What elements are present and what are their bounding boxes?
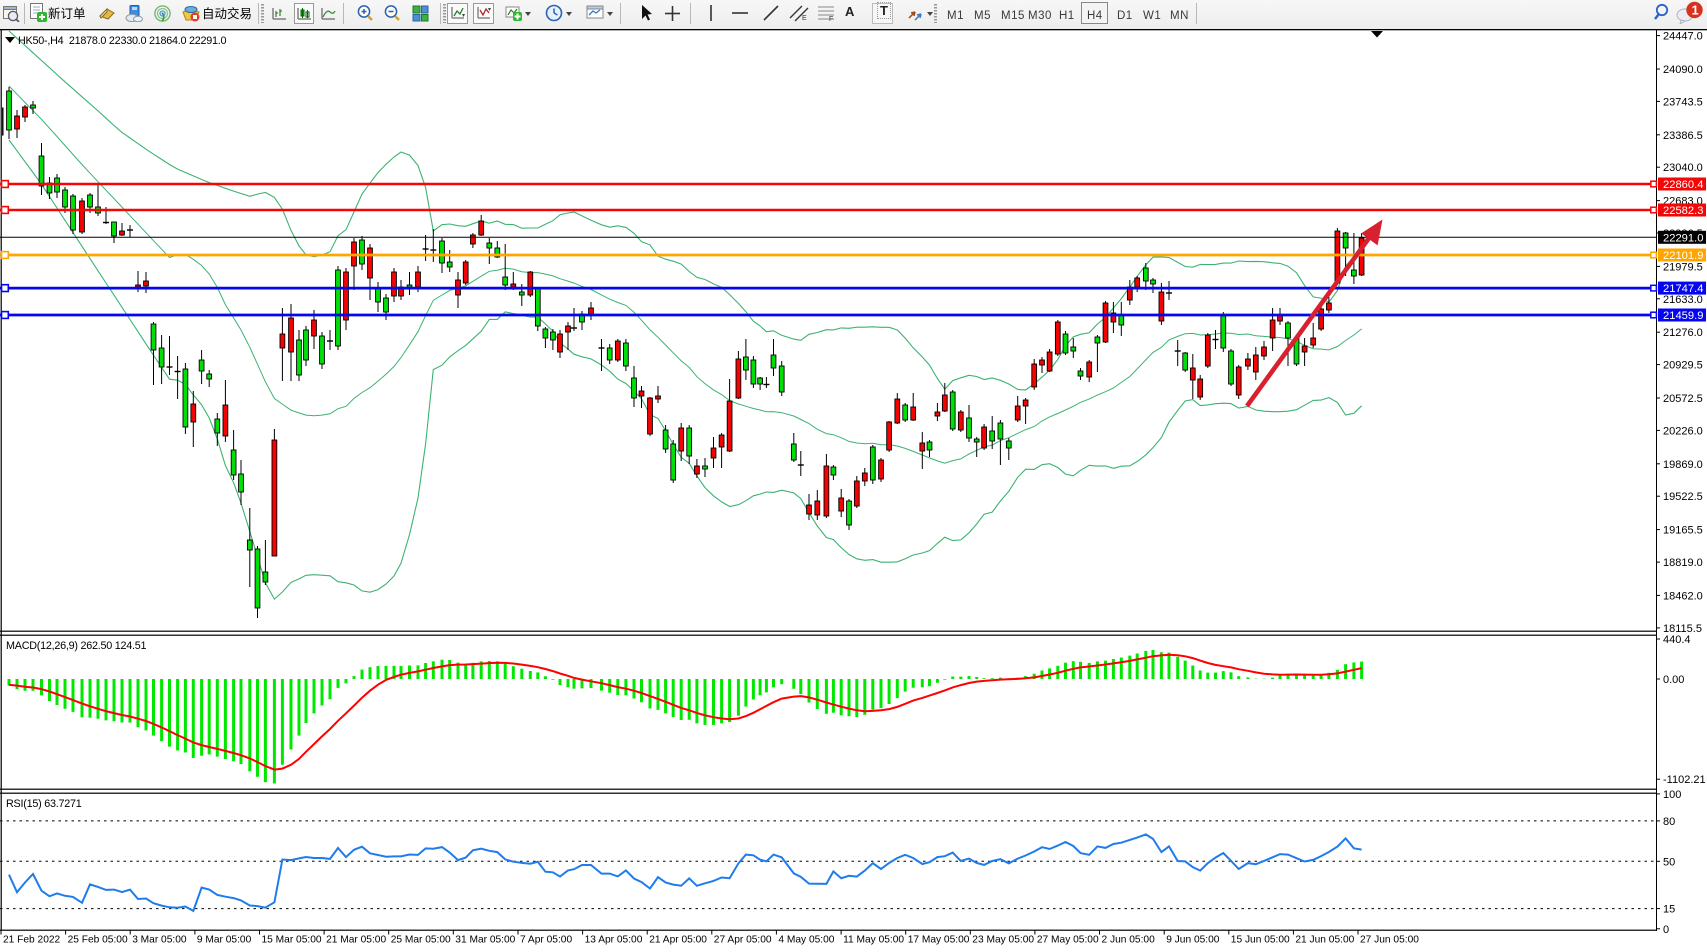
svg-text:27 Apr 05:00: 27 Apr 05:00	[714, 935, 772, 946]
svg-text:21 Mar 05:00: 21 Mar 05:00	[326, 935, 386, 946]
svg-text:21 Feb 2022: 21 Feb 2022	[3, 935, 61, 946]
svg-text:100: 100	[1663, 789, 1681, 801]
svg-text:21 Apr 05:00: 21 Apr 05:00	[649, 935, 707, 946]
svg-text:80: 80	[1663, 816, 1675, 828]
svg-text:15 Mar 05:00: 15 Mar 05:00	[262, 935, 322, 946]
svg-text:19165.5: 19165.5	[1663, 525, 1703, 537]
svg-text:19522.5: 19522.5	[1663, 491, 1703, 503]
svg-text:31 Mar 05:00: 31 Mar 05:00	[455, 935, 515, 946]
svg-text:24090.0: 24090.0	[1663, 64, 1703, 76]
svg-text:1: 1	[1692, 3, 1699, 18]
svg-text:22291.0: 22291.0	[1663, 232, 1703, 244]
svg-text:22101.9: 22101.9	[1663, 250, 1703, 262]
svg-text:21633.0: 21633.0	[1663, 294, 1703, 306]
svg-text:21276.0: 21276.0	[1663, 327, 1703, 339]
svg-text:20929.5: 20929.5	[1663, 360, 1703, 372]
svg-text:440.4: 440.4	[1663, 634, 1691, 646]
svg-text:3 Mar 05:00: 3 Mar 05:00	[132, 935, 187, 946]
svg-text:25 Feb 05:00: 25 Feb 05:00	[68, 935, 128, 946]
svg-text:27 May 05:00: 27 May 05:00	[1037, 935, 1099, 946]
svg-text:RSI(15) 63.7271: RSI(15) 63.7271	[6, 798, 82, 810]
svg-text:23386.5: 23386.5	[1663, 130, 1703, 142]
svg-text:19869.0: 19869.0	[1663, 459, 1703, 471]
svg-text:15: 15	[1663, 904, 1675, 916]
svg-text:20226.0: 20226.0	[1663, 425, 1703, 437]
svg-text:21979.5: 21979.5	[1663, 261, 1703, 273]
svg-text:17 May 05:00: 17 May 05:00	[908, 935, 970, 946]
svg-text:27 Jun 05:00: 27 Jun 05:00	[1360, 935, 1419, 946]
svg-text:9 Jun 05:00: 9 Jun 05:00	[1166, 935, 1220, 946]
svg-text:25 Mar 05:00: 25 Mar 05:00	[391, 935, 451, 946]
svg-text:18115.5: 18115.5	[1663, 623, 1702, 635]
svg-text:23040.0: 23040.0	[1663, 162, 1703, 174]
svg-text:7 Apr 05:00: 7 Apr 05:00	[520, 935, 572, 946]
svg-text:23 May 05:00: 23 May 05:00	[972, 935, 1034, 946]
svg-text:21459.9: 21459.9	[1663, 310, 1703, 322]
svg-text:22582.3: 22582.3	[1663, 205, 1703, 217]
svg-text:MACD(12,26,9) 262.50 124.51: MACD(12,26,9) 262.50 124.51	[6, 640, 147, 652]
svg-text:0.00: 0.00	[1663, 674, 1684, 686]
svg-text:18819.0: 18819.0	[1663, 557, 1703, 569]
svg-text:HK50-,H4 21878.0 22330.0 2186: HK50-,H4 21878.0 22330.0 21864.0 22291.0	[18, 35, 227, 47]
svg-text:21 Jun 05:00: 21 Jun 05:00	[1295, 935, 1354, 946]
svg-text:13 Apr 05:00: 13 Apr 05:00	[585, 935, 643, 946]
svg-text:F: F	[829, 16, 833, 22]
svg-text:15 Jun 05:00: 15 Jun 05:00	[1231, 935, 1290, 946]
svg-text:4 May 05:00: 4 May 05:00	[778, 935, 834, 946]
svg-text:20572.5: 20572.5	[1663, 393, 1703, 405]
svg-text:E: E	[802, 15, 807, 22]
svg-text:22860.4: 22860.4	[1663, 179, 1703, 191]
svg-text:2 Jun 05:00: 2 Jun 05:00	[1102, 935, 1156, 946]
svg-text:0: 0	[1663, 924, 1669, 936]
svg-text:50: 50	[1663, 856, 1675, 868]
svg-text:9 Mar 05:00: 9 Mar 05:00	[197, 935, 252, 946]
svg-text:23743.5: 23743.5	[1663, 96, 1703, 108]
svg-text:24447.0: 24447.0	[1663, 31, 1703, 43]
svg-text:-1102.21: -1102.21	[1663, 774, 1706, 786]
svg-text:11 May 05:00: 11 May 05:00	[843, 935, 904, 946]
svg-text:18462.0: 18462.0	[1663, 590, 1703, 602]
svg-text:21747.4: 21747.4	[1663, 283, 1703, 295]
